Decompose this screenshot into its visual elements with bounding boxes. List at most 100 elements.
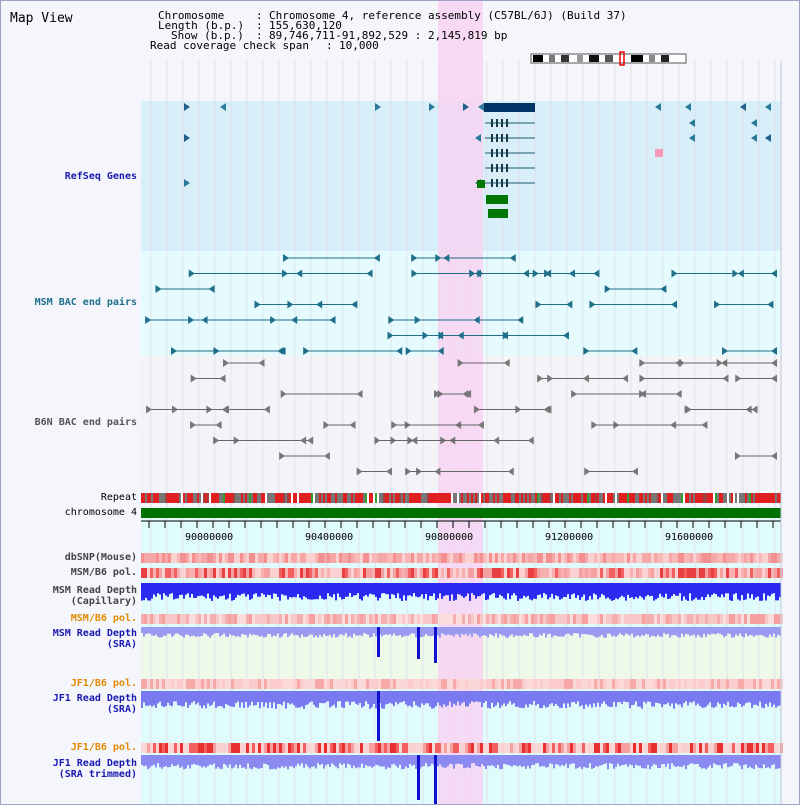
jf1-depth-trimmed-bar (501, 755, 503, 770)
jf1-depth-trimmed-bar (773, 755, 775, 765)
jf1-depth-sra-bar (157, 691, 159, 704)
msm-depth-capillary-bar (535, 583, 537, 599)
jf1-depth-sra-bar (371, 691, 373, 708)
msm-depth-capillary-bar (521, 583, 523, 599)
msm-depth-capillary-bar (283, 583, 285, 596)
msm-depth-sra-bar (151, 627, 153, 636)
jf1-depth-trimmed-bar (379, 755, 381, 767)
jf1-depth-trimmed-bar (215, 755, 217, 769)
msm-depth-capillary-bar (497, 583, 499, 598)
jf1-depth-sra-bar (327, 691, 329, 702)
repeat-segment (427, 493, 429, 503)
msm-b6-pol-cell (390, 614, 393, 624)
msm-b6-pol-cell (405, 568, 408, 578)
msm-depth-capillary-bar (425, 583, 427, 594)
msm-depth-sra-bar (769, 627, 771, 635)
msm-depth-capillary-bar (727, 583, 729, 594)
jf1-b6-pol-cell (696, 679, 699, 689)
jf1-b6-pol-cell (258, 743, 261, 753)
b6n-bac-end (434, 467, 441, 476)
msm-depth-capillary-bar (531, 583, 533, 601)
msm-b6-pol-cell (267, 614, 270, 624)
dbsnp-cell (507, 553, 510, 563)
msm-depth-capillary-bar (191, 583, 193, 594)
jf1-depth-trimmed-bar (633, 755, 635, 769)
jf1-depth-trimmed-bar (451, 755, 453, 765)
repeat-segment (687, 493, 689, 503)
msm-b6-pol-cell (498, 568, 501, 578)
repeat-segment (331, 493, 333, 503)
jf1-b6-pol-cell (462, 743, 465, 753)
jf1-depth-sra-bar (161, 691, 163, 707)
msm-depth-capillary-bar (723, 583, 725, 598)
dbsnp-cell (405, 553, 408, 563)
jf1-b6-pol-cell (480, 679, 483, 689)
msm-depth-sra-bar (619, 627, 621, 634)
msm-depth-sra-bar (657, 627, 659, 635)
jf1-b6-pol-cell (240, 743, 243, 753)
msm-depth-capillary-bar (401, 583, 403, 601)
coverage-key: Read coverage check span (150, 39, 309, 52)
msm-b6-pol-cell (498, 614, 501, 624)
repeat-segment (391, 493, 393, 503)
chromosome-value: Chromosome 4, reference assembly (C57BL/… (269, 9, 627, 22)
repeat-segment (649, 493, 651, 503)
msm-depth-capillary-bar (391, 583, 393, 595)
repeat-segment (623, 493, 625, 503)
jf1-depth-trimmed-bar (669, 755, 671, 770)
msm-b6-pol-cell (171, 568, 174, 578)
msm-depth-capillary-bar (633, 583, 635, 600)
jf1-depth-trimmed-bar (619, 755, 621, 767)
repeat-segment (397, 493, 399, 503)
jf1-depth-sra-bar (355, 691, 357, 704)
jf1-b6-pol-cell (405, 743, 408, 753)
jf1-depth-sra-bar (423, 691, 425, 706)
msm-depth-capillary-bar (507, 583, 509, 594)
jf1-depth-trimmed-bar (527, 755, 529, 766)
jf1-depth-trimmed-bar (775, 755, 777, 770)
show-key: Show (b.p.) (171, 29, 244, 42)
jf1-depth-sra-bar (207, 691, 209, 704)
repeat-segment (279, 493, 281, 503)
msm-b6-pol-cell (381, 614, 384, 624)
repeat-segment (667, 493, 669, 503)
msm-b6-pol-cell (684, 568, 687, 578)
b6n-bac-end (675, 390, 682, 398)
repeat-segment (749, 493, 751, 503)
msm-b6-pol-cell (243, 568, 246, 578)
jf1-depth-sra-bar (149, 691, 151, 706)
msm-b6-pol-cell (564, 614, 567, 624)
msm-depth-capillary-bar (161, 583, 163, 600)
jf1-depth-trimmed-bar (429, 755, 431, 767)
jf1-b6-pol-cell (573, 679, 576, 689)
jf1-b6-pol-cell (744, 679, 747, 689)
msm-depth-sra-bar (635, 627, 637, 637)
msm-depth-sra-bar (363, 627, 365, 634)
msm-b6-pol-cell (639, 568, 642, 578)
msm-b6-pol-cell (657, 614, 660, 624)
jf1-b6-pol-cell (396, 743, 399, 753)
msm-b6-pol-cell (402, 614, 405, 624)
refseq-gene-block (655, 149, 663, 157)
jf1-depth-trimmed-bar (351, 755, 353, 769)
msm-b6-pol-cell (552, 614, 555, 624)
jf1-depth-sra-bar (707, 691, 709, 705)
msm-depth-capillary-bar (317, 583, 319, 600)
jf1-depth-trimmed-bar (565, 755, 567, 764)
repeat-segment (417, 493, 419, 503)
dbsnp-cell (411, 553, 414, 563)
msm-b6-pol-cell (324, 568, 327, 578)
repeat-segment (287, 493, 289, 503)
msm-b6-pol-cell (636, 568, 639, 578)
jf1-depth-trimmed-bar (639, 755, 641, 766)
jf1-b6-pol-cell (453, 743, 456, 753)
jf1-b6-pol-cell (150, 743, 153, 753)
jf1-depth-sra-bar (155, 691, 157, 708)
msm-b6-pol-cell (528, 568, 531, 578)
msm-depth-capillary-bar (749, 583, 751, 599)
jf1-depth-sra-bar (661, 691, 663, 708)
msm-depth-sra-bar (303, 627, 305, 637)
msm-depth-sra-bar (307, 627, 309, 637)
msm-depth-sra-bar (181, 627, 183, 637)
